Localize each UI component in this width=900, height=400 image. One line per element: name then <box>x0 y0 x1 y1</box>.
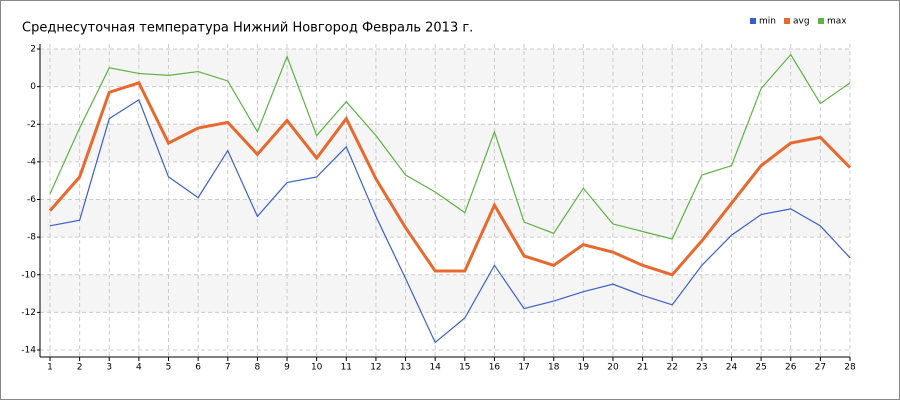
line <box>49 53 851 240</box>
x-tick-label: 13 <box>400 363 411 373</box>
legend-label: avg <box>793 17 810 27</box>
line <box>49 98 851 344</box>
band <box>40 199 850 238</box>
x-tick-label: 26 <box>785 363 797 373</box>
x-tick-label: 24 <box>726 363 738 373</box>
x-tick-label: 3 <box>106 363 112 373</box>
x-tick-label: 9 <box>284 363 290 373</box>
x-tick-label: 10 <box>311 363 323 373</box>
x-tick-label: 21 <box>637 363 648 373</box>
x-tick-label: 5 <box>166 363 172 373</box>
x-tick-label: 23 <box>696 363 707 373</box>
x-tick-label: 11 <box>341 363 352 373</box>
legend-label: max <box>827 17 847 27</box>
chart-title: Среднесуточная температура Нижний Новгор… <box>22 21 473 36</box>
x-tick-label: 4 <box>136 363 142 373</box>
y-tick-label: -14 <box>21 346 36 356</box>
x-tick-label: 6 <box>195 363 201 373</box>
x-tick-label: 28 <box>844 363 856 373</box>
y-tick-label: -10 <box>21 270 36 280</box>
x-tick-label: 12 <box>370 363 381 373</box>
x-tick-label: 20 <box>607 363 619 373</box>
legend-swatch <box>750 18 756 24</box>
x-tick-label: 14 <box>429 363 441 373</box>
y-tick-label: -4 <box>27 157 36 167</box>
x-tick-label: 1 <box>47 363 53 373</box>
x-tick-label: 2 <box>77 363 83 373</box>
x-tick-label: 19 <box>578 363 590 373</box>
y-tick-label: 2 <box>30 45 36 55</box>
x-tick-label: 18 <box>548 363 560 373</box>
x-tick-label: 22 <box>666 363 677 373</box>
y-tick-label: 0 <box>30 82 36 92</box>
x-tick-label: 25 <box>755 363 766 373</box>
x-tick-label: 17 <box>518 363 529 373</box>
y-tick-label: -12 <box>21 308 36 318</box>
legend-swatch <box>818 18 824 24</box>
x-tick-label: 7 <box>225 363 231 373</box>
x-tick-label: 8 <box>255 363 261 373</box>
band <box>40 124 850 162</box>
y-tick-label: -6 <box>27 195 36 205</box>
line <box>48 81 852 277</box>
x-tick-label: 15 <box>459 363 470 373</box>
y-tick-label: -8 <box>27 233 36 243</box>
x-tick-label: 16 <box>489 363 501 373</box>
legend-swatch <box>784 18 790 24</box>
legend-label: min <box>759 17 776 27</box>
y-tick-label: -2 <box>27 120 36 130</box>
band <box>40 274 850 313</box>
band <box>40 49 850 87</box>
x-tick-label: 27 <box>815 363 826 373</box>
